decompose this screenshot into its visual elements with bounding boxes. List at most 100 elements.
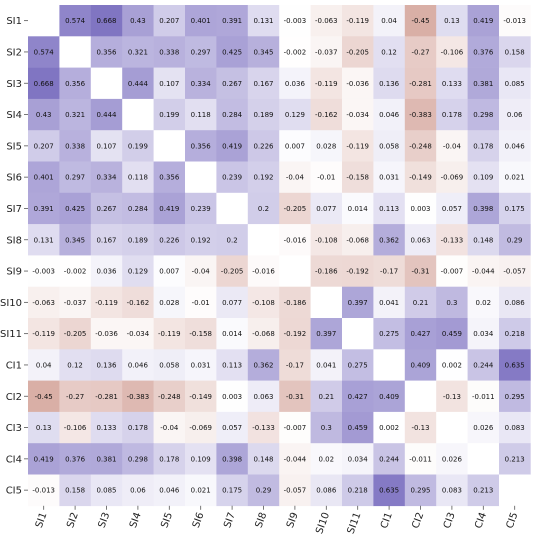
cell-value-label: -0.04 — [286, 174, 305, 182]
cell-value-label: 0.345 — [65, 236, 85, 244]
x-tick-label: CI3 — [442, 511, 458, 530]
cell-value-label: 0.419 — [34, 455, 54, 463]
heatmap-cell-SI8-CI2 — [404, 224, 437, 256]
cell-value-label: -0.063 — [315, 17, 338, 25]
y-tick-label: SI4 — [6, 110, 22, 121]
cell-value-label: -0.016 — [284, 236, 307, 244]
heatmap-cell-SI6-SI11 — [342, 161, 374, 194]
cell-value-label: 0.107 — [159, 80, 179, 88]
cell-value-label: 0.12 — [381, 48, 397, 56]
cell-value-label: 0.034 — [473, 330, 494, 338]
heatmap-cell-SI9-SI2 — [59, 255, 92, 287]
heatmap-cell-SI4-CI4 — [467, 98, 500, 131]
heatmap-cell-SI2-SI2 — [59, 36, 92, 68]
cell-value-label: 0.007 — [285, 142, 305, 150]
y-tick-label: CI4 — [6, 454, 22, 465]
heatmap-cell-SI1-CI1 — [373, 5, 406, 37]
cell-value-label: 0.148 — [253, 455, 273, 463]
cell-value-label: 0.04 — [36, 361, 52, 369]
heatmap-cell-CI1-SI7 — [216, 349, 249, 381]
heatmap-cell-SI3-SI8 — [247, 67, 280, 100]
heatmap-cell-SI11-SI10 — [310, 318, 343, 350]
cell-value-label: 0.376 — [473, 48, 494, 56]
heatmap-cell-SI2-CI3 — [436, 36, 468, 68]
cell-value-label: -0.149 — [189, 393, 212, 401]
y-tick-label: CI1 — [6, 360, 22, 371]
cell-value-label: 0.129 — [285, 111, 305, 119]
cell-value-label: -0.205 — [64, 330, 87, 338]
heatmap-cell-SI9-CI4 — [467, 255, 500, 287]
heatmap-cell-SI6-SI9 — [279, 161, 311, 194]
heatmap-cell-CI4-SI2 — [59, 443, 92, 475]
cell-value-label: 0.036 — [96, 268, 117, 276]
cell-value-label: -0.106 — [441, 48, 464, 56]
cell-value-label: -0.205 — [346, 48, 369, 56]
cell-value-label: 0.298 — [473, 111, 493, 119]
cell-value-label: 0.086 — [505, 299, 526, 307]
heatmap-cell-SI1-CI3 — [436, 5, 468, 37]
cell-value-label: 0.356 — [96, 48, 117, 56]
cell-value-label: 0.398 — [222, 455, 242, 463]
heatmap-cell-SI10-CI2 — [404, 286, 437, 319]
heatmap-cell-CI2-SI10 — [310, 380, 343, 413]
cell-value-label: 0.131 — [34, 236, 54, 244]
heatmap-cell-CI2-SI1 — [28, 380, 60, 413]
heatmap-cell-SI2-SI11 — [342, 36, 374, 68]
x-tick-label: SI5 — [159, 511, 175, 529]
heatmap-cell-SI11-CI4 — [467, 318, 500, 350]
cell-value-label: 0.026 — [442, 455, 463, 463]
x-tick-label: CI5 — [505, 511, 521, 530]
heatmap-cell-SI5-CI1 — [373, 130, 406, 162]
cell-value-label: 0.199 — [159, 111, 179, 119]
heatmap-cell-SI3-CI5 — [499, 67, 531, 100]
heatmap-cell-SI2-CI2 — [404, 36, 437, 68]
cell-value-label: 0.459 — [348, 424, 368, 432]
heatmap-cell-SI10-SI2 — [59, 286, 92, 319]
cell-value-label: 0.401 — [34, 174, 54, 182]
cell-value-label: 0.077 — [316, 205, 336, 213]
heatmap-cell-SI1-SI10 — [310, 5, 343, 37]
heatmap-cell-SI9-SI3 — [90, 255, 123, 287]
cell-value-label: 0.376 — [65, 455, 86, 463]
cell-value-label: -0.037 — [315, 48, 338, 56]
cell-value-label: 0.178 — [128, 424, 148, 432]
y-tick-label: SI6 — [6, 173, 22, 184]
heatmap-cell-CI4-SI10 — [310, 443, 343, 475]
heatmap-cell-SI5-SI8 — [247, 130, 280, 162]
cell-value-label: -0.036 — [95, 330, 118, 338]
heatmap-cell-CI4-CI5 — [499, 443, 531, 475]
cell-value-label: 0.444 — [96, 111, 117, 119]
cell-value-label: 0.425 — [222, 48, 242, 56]
heatmap-cell-SI7-SI11 — [342, 192, 374, 225]
cell-value-label: 0.046 — [159, 487, 180, 495]
cell-value-label: 0.321 — [128, 48, 148, 56]
cell-value-label: 0.297 — [191, 48, 211, 56]
y-tick-label: CI5 — [6, 486, 22, 497]
cell-value-label: 0.036 — [285, 80, 306, 88]
heatmap-cell-CI3-SI3 — [90, 411, 123, 444]
cell-value-label: 0.226 — [253, 142, 274, 150]
cell-value-label: -0.192 — [284, 330, 307, 338]
cell-value-label: -0.149 — [409, 174, 432, 182]
cell-value-label: 0.083 — [505, 424, 525, 432]
heatmap-cell-CI5-SI4 — [122, 474, 154, 507]
cell-value-label: 0.419 — [159, 205, 179, 213]
heatmap-cell-SI5-SI10 — [310, 130, 343, 162]
cell-value-label: 0.427 — [410, 330, 430, 338]
cell-value-label: -0.27 — [411, 48, 429, 56]
cell-value-label: 0.175 — [505, 205, 525, 213]
heatmap-cell-CI2-SI4 — [122, 380, 154, 413]
heatmap-cell-SI4-SI8 — [247, 98, 280, 131]
heatmap-cell-CI3-SI4 — [122, 411, 154, 444]
heatmap-cell-SI8-SI9 — [279, 224, 311, 256]
cell-value-label: -0.108 — [252, 299, 275, 307]
cell-value-label: -0.133 — [441, 236, 464, 244]
cell-value-label: -0.068 — [252, 330, 275, 338]
heatmap-cell-SI4-SI9 — [279, 98, 311, 131]
cell-value-label: 0.158 — [65, 487, 85, 495]
heatmap-cell-CI2-SI9 — [279, 380, 311, 413]
cell-value-label: 0.021 — [191, 487, 211, 495]
heatmap-cell-CI3-SI8 — [247, 411, 280, 444]
heatmap-cell-SI9-SI6 — [185, 255, 217, 287]
heatmap-cell-SI10-CI4 — [467, 286, 500, 319]
